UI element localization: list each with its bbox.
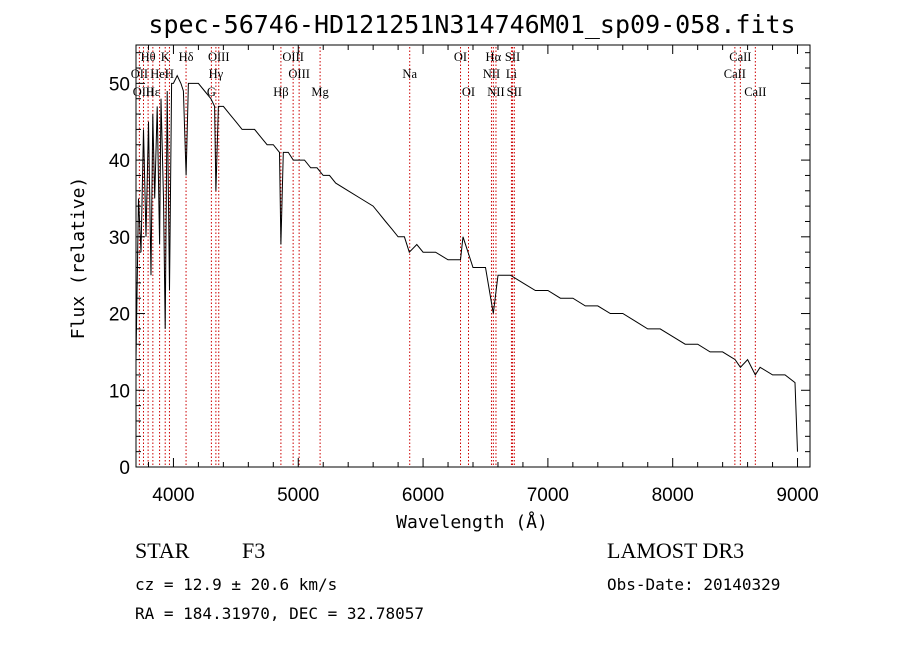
y-axis: 0 10 20 30 40 50: [109, 52, 810, 479]
line-label: H: [165, 67, 174, 81]
line-label: OIII: [288, 67, 310, 81]
line-label: CaII: [729, 50, 751, 64]
line-label: SII: [507, 85, 522, 99]
y-tick-label: 40: [109, 151, 130, 172]
y-tick-label: 50: [109, 74, 130, 95]
line-label: SII: [505, 50, 520, 64]
line-label: OIII: [208, 50, 230, 64]
y-tick-label: 0: [119, 458, 130, 479]
line-label: OII: [131, 67, 148, 81]
chart-title: spec-56746-HD121251N314746M01_sp09-058.f…: [148, 10, 795, 39]
observation-date: Obs-Date: 20140329: [607, 575, 781, 594]
x-tick-label: 6000: [402, 485, 444, 506]
line-markers-group: [138, 47, 756, 467]
line-label: OI: [462, 85, 475, 99]
line-label: K: [161, 50, 170, 64]
coordinates: RA = 184.31970, DEC = 32.78057: [135, 604, 424, 623]
line-label: NII: [483, 67, 500, 81]
line-label: HeI: [150, 67, 169, 81]
line-label: G: [207, 85, 216, 99]
line-label: Hε: [146, 85, 160, 99]
plot-frame: [135, 44, 811, 468]
line-label: NII: [487, 85, 504, 99]
line-label: Hδ: [179, 50, 194, 64]
line-label: Hγ: [209, 67, 224, 81]
line-label: Na: [402, 67, 417, 81]
object-type: STAR: [135, 538, 190, 563]
x-axis-label: Wavelength (Å): [396, 511, 548, 533]
line-label: Hα: [486, 50, 502, 64]
object-subclass: F3: [242, 538, 266, 563]
x-tick-label: 7000: [527, 485, 569, 506]
spectrum-line: [135, 74, 798, 452]
line-label: Li: [506, 67, 518, 81]
x-tick-label: 9000: [776, 485, 818, 506]
y-axis-label: Flux (relative): [68, 177, 89, 340]
spectrum-chart: spec-56746-HD121251N314746M01_sp09-058.f…: [68, 10, 819, 533]
x-tick-label: 8000: [652, 485, 694, 506]
line-label: CaII: [724, 67, 746, 81]
y-tick-label: 30: [109, 228, 130, 249]
y-tick-label: 20: [109, 305, 130, 326]
x-tick-label: 4000: [152, 485, 194, 506]
x-axis: 4000 5000 6000 7000 8000 9000: [147, 45, 819, 506]
line-label: Hθ: [141, 50, 156, 64]
line-label: Hβ: [273, 85, 288, 99]
redshift-velocity: cz = 12.9 ± 20.6 km/s: [135, 575, 338, 594]
line-label: OIII: [282, 50, 304, 64]
line-label: OIII: [133, 85, 155, 99]
line-label: OI: [454, 50, 467, 64]
x-tick-label: 5000: [277, 485, 319, 506]
line-label: CaII: [744, 85, 766, 99]
line-label: Mg: [311, 85, 329, 99]
survey-release: LAMOST DR3: [607, 538, 745, 563]
y-tick-label: 10: [109, 381, 130, 402]
